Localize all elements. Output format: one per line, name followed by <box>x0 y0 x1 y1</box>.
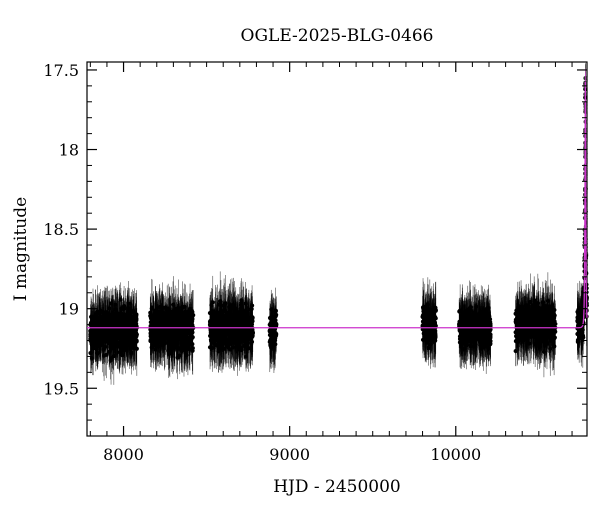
data-point <box>168 295 173 350</box>
data-point <box>148 310 154 342</box>
data-point <box>92 331 97 359</box>
data-point <box>158 300 163 351</box>
data-point <box>156 331 161 354</box>
data-point <box>177 315 182 352</box>
y-tick-label: 17.5 <box>43 61 79 80</box>
data-point <box>170 323 175 365</box>
y-axis-label: I magnitude <box>11 197 31 301</box>
data-point <box>187 293 192 351</box>
y-tick-label: 19.5 <box>43 379 79 398</box>
data-point <box>101 304 106 356</box>
data-point <box>190 290 195 349</box>
chart-title: OGLE-2025-BLG-0466 <box>241 26 434 46</box>
axis-ticks: 8000 9000 10000 17.5 18 18.5 19 19.5 <box>43 61 587 464</box>
data-point <box>108 297 114 345</box>
data-point <box>121 286 127 327</box>
x-tick-label: 9000 <box>269 445 310 464</box>
data-point <box>117 320 122 373</box>
data-point <box>105 286 110 340</box>
data-point <box>92 330 98 354</box>
data-point <box>109 298 114 353</box>
data-point <box>88 313 93 359</box>
x-tick-label: 10000 <box>430 445 481 464</box>
data-point <box>121 327 126 351</box>
data-point <box>154 308 160 336</box>
data-point <box>173 299 179 346</box>
data-points <box>88 62 589 385</box>
data-point <box>118 282 123 317</box>
y-tick-label: 18 <box>59 141 79 160</box>
data-point <box>130 325 135 359</box>
data-point <box>163 314 168 345</box>
data-point <box>180 297 185 329</box>
x-axis-label: HJD - 2450000 <box>273 477 401 497</box>
data-point <box>127 288 132 320</box>
data-point <box>103 305 108 345</box>
data-point <box>160 298 165 343</box>
data-point <box>167 320 172 357</box>
data-point <box>113 313 118 360</box>
y-tick-label: 19 <box>59 300 79 319</box>
plot-frame <box>86 61 588 437</box>
data-point <box>97 311 103 353</box>
y-tick-label: 18.5 <box>43 220 79 239</box>
data-point <box>151 310 156 362</box>
data-point <box>133 308 138 340</box>
x-tick-label: 8000 <box>103 445 144 464</box>
